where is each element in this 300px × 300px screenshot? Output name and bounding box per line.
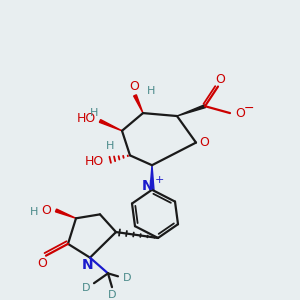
Text: D: D (82, 283, 90, 293)
Text: HO: HO (84, 155, 104, 168)
Polygon shape (99, 120, 122, 131)
Polygon shape (177, 105, 206, 116)
Text: +: + (154, 175, 164, 185)
Text: D: D (108, 290, 116, 300)
Text: H: H (30, 207, 38, 218)
Polygon shape (134, 95, 143, 113)
Text: O: O (199, 136, 209, 149)
Text: N: N (142, 179, 154, 193)
Text: H: H (106, 140, 114, 151)
Text: O: O (129, 80, 139, 93)
Text: O: O (215, 73, 225, 86)
Polygon shape (56, 209, 76, 218)
Text: D: D (123, 273, 131, 283)
Text: H: H (90, 108, 98, 118)
Text: N: N (82, 257, 94, 272)
Text: O: O (235, 106, 245, 120)
Text: HO: HO (76, 112, 96, 125)
Text: H: H (147, 86, 155, 96)
Text: −: − (244, 102, 254, 115)
Polygon shape (150, 165, 154, 190)
Text: O: O (37, 257, 47, 270)
Text: O: O (41, 204, 51, 217)
